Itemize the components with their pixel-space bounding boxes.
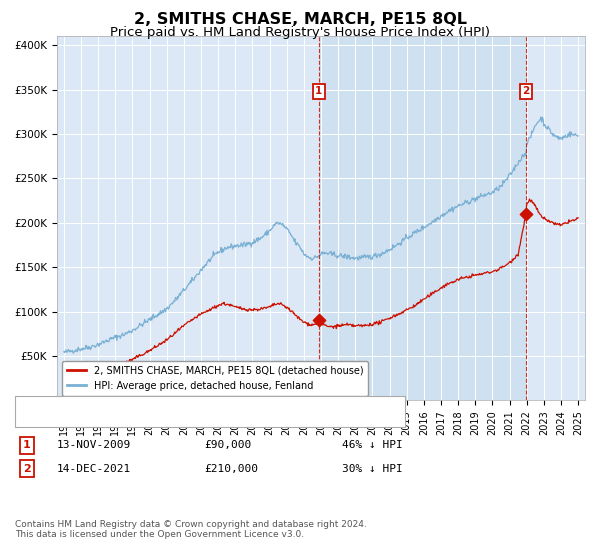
Text: 2, SMITHS CHASE, MARCH, PE15 8QL: 2, SMITHS CHASE, MARCH, PE15 8QL [133,12,467,27]
Text: Contains HM Land Registry data © Crown copyright and database right 2024.
This d: Contains HM Land Registry data © Crown c… [15,520,367,539]
Text: £210,000: £210,000 [204,464,258,474]
Text: 1: 1 [23,440,31,450]
Text: £90,000: £90,000 [204,440,251,450]
Text: 14-DEC-2021: 14-DEC-2021 [57,464,131,474]
Legend: 2, SMITHS CHASE, MARCH, PE15 8QL (detached house), HPI: Average price, detached : 2, SMITHS CHASE, MARCH, PE15 8QL (detach… [62,361,368,395]
Text: 2: 2 [523,86,530,96]
Bar [319,36,526,400]
Text: 1: 1 [315,86,322,96]
Text: 46% ↓ HPI: 46% ↓ HPI [342,440,403,450]
Text: ────: ──── [27,418,50,428]
Point [314,316,323,325]
Text: HPI: Average price, detached house, Fenland: HPI: Average price, detached house, Fenl… [69,418,303,428]
Text: 13-NOV-2009: 13-NOV-2009 [57,440,131,450]
Point [521,209,531,218]
Text: ────: ──── [27,408,50,418]
Text: 2, SMITHS CHASE, MARCH, PE15 8QL (detached house): 2, SMITHS CHASE, MARCH, PE15 8QL (detach… [69,408,356,418]
Text: Price paid vs. HM Land Registry's House Price Index (HPI): Price paid vs. HM Land Registry's House … [110,26,490,39]
Text: 2: 2 [23,464,31,474]
Text: 30% ↓ HPI: 30% ↓ HPI [342,464,403,474]
